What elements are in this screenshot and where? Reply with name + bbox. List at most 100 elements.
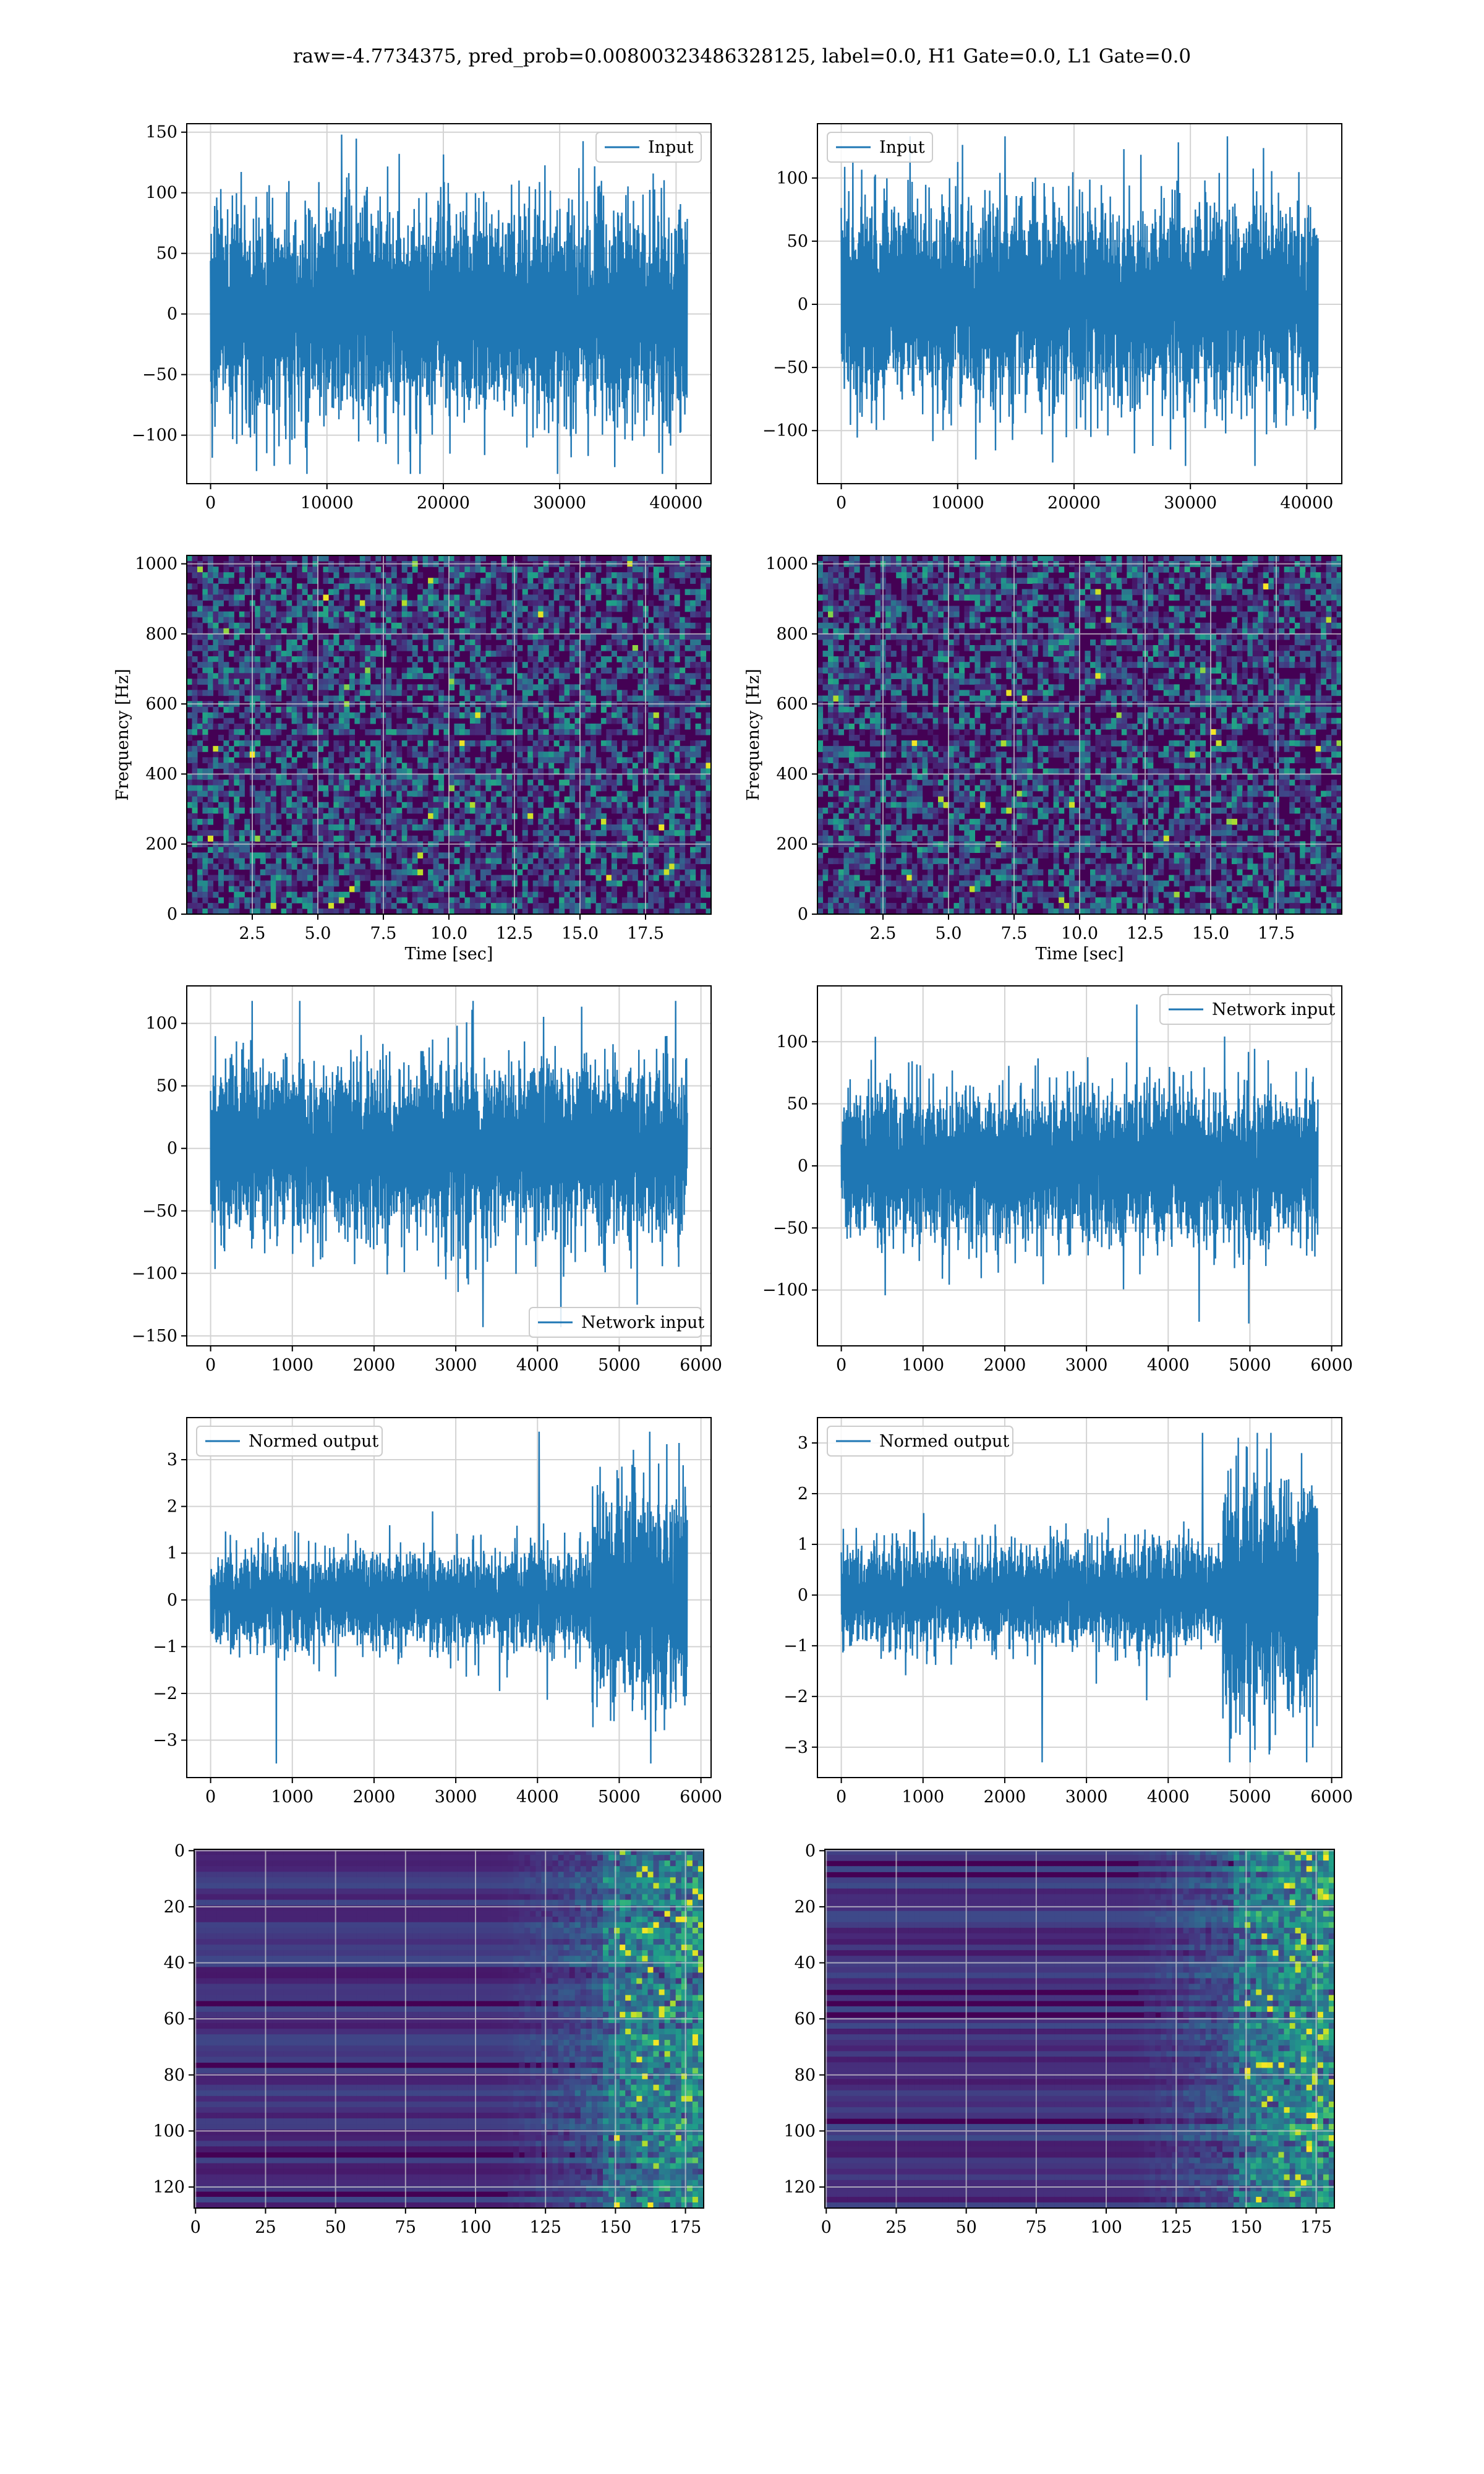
subplot-grid: 0 10000 20000 30000 40000−100−50050100150Inp… bbox=[113, 123, 1353, 2237]
y-tick-label: −2 bbox=[153, 1684, 177, 1703]
x-tick-label: 150 bbox=[600, 2218, 632, 2237]
x-tick-label: 175 bbox=[670, 2218, 702, 2237]
y-tick-label: −3 bbox=[153, 1731, 177, 1750]
legend-network-input-l1: Network input bbox=[1159, 994, 1335, 1025]
y-tick-label: 40 bbox=[164, 1954, 185, 1973]
x-tick-label: 4000 bbox=[1147, 1787, 1190, 1807]
y-tick-label: 0 bbox=[167, 1139, 177, 1158]
x-tick-label: 3000 bbox=[435, 1356, 477, 1375]
y-tick-label: 40 bbox=[795, 1954, 816, 1973]
y-tick-label: 100 bbox=[783, 2121, 816, 2141]
y-tick-label: 50 bbox=[787, 232, 808, 251]
x-tick-label: 25 bbox=[885, 2218, 906, 2237]
y-tick-label: 0 bbox=[167, 905, 177, 924]
y-tick-label: 120 bbox=[153, 2178, 185, 2197]
x-tick-label: 5.0 bbox=[936, 924, 962, 943]
legend-box bbox=[1159, 994, 1333, 1025]
legend-box bbox=[196, 1426, 383, 1457]
x-tick-label: 3000 bbox=[435, 1787, 477, 1807]
y-tick-label: 100 bbox=[153, 2121, 185, 2141]
figure-title: raw=-4.7734375, pred_prob=0.008003234863… bbox=[293, 45, 1191, 67]
y-tick-label: 0 bbox=[167, 305, 177, 324]
x-tick-label: 6000 bbox=[680, 1787, 722, 1807]
plot-area-network-input-l1 bbox=[840, 1004, 1319, 1324]
y-tick-label: 60 bbox=[164, 2010, 185, 2029]
x-tick-label: 17.5 bbox=[627, 924, 664, 943]
y-tick-label: 2 bbox=[167, 1497, 177, 1517]
y-tick-label: 0 bbox=[167, 1591, 177, 1610]
y-tick-label: 600 bbox=[776, 695, 808, 714]
x-tick-label: 40000 bbox=[649, 494, 702, 513]
y-tick-label: 600 bbox=[145, 695, 177, 714]
axes-frame-input-l1 bbox=[817, 123, 1342, 484]
x-tick-label: 0 bbox=[190, 2218, 201, 2237]
legend-box bbox=[595, 132, 702, 163]
legend-input-l1: Input bbox=[827, 132, 933, 163]
grid-feature-map-h1 bbox=[194, 1849, 704, 2208]
x-tick-label: 125 bbox=[529, 2218, 561, 2237]
y-tick-label: −1 bbox=[783, 1637, 808, 1656]
y-tick-label: 0 bbox=[805, 1841, 816, 1860]
subplot-normed-output-l1: 0 1000 2000 3000 4000 5000 6000 −3 −2 −1 0 1 2 3 Norme… bbox=[783, 1417, 1353, 1807]
axes-frame-normed-output-h1 bbox=[186, 1417, 712, 1778]
y-tick-label: −50 bbox=[142, 366, 177, 385]
x-tick-label: 30000 bbox=[533, 494, 586, 513]
series-line-input-l1 bbox=[840, 136, 1319, 466]
grid-feature-map-l1 bbox=[825, 1849, 1334, 2208]
subplot-input-l1: 0 10000 20000 30000 40000 −100 −50 0 50 100 Input bbox=[762, 123, 1342, 513]
y-axis-label: Frequency [Hz] bbox=[744, 669, 763, 800]
x-tick-label: 1000 bbox=[271, 1787, 313, 1807]
x-tick-label: 3000 bbox=[1065, 1787, 1108, 1807]
subplot-network-input-l1: 0 1000 2000 3000 4000 5000 6000 −100 −50 0 50 100 Ne… bbox=[762, 985, 1353, 1375]
y-tick-label: 120 bbox=[783, 2178, 816, 2197]
x-tick-label: 5000 bbox=[598, 1787, 641, 1807]
legend-label: Input bbox=[648, 138, 694, 157]
y-tick-label: 0 bbox=[798, 1586, 808, 1605]
x-tick-label: 0 bbox=[205, 1787, 216, 1807]
legend-input-h1: Input bbox=[595, 132, 702, 163]
subplot-spectrogram-l1: 2.5 5.0 7.5 10.0 12.5 15.0 17.5 0 200 400 600 800 10… bbox=[744, 555, 1342, 964]
x-tick-label: 5.0 bbox=[305, 924, 331, 943]
x-tick-label: 6000 bbox=[680, 1356, 722, 1375]
x-tick-label: 175 bbox=[1300, 2218, 1333, 2237]
x-tick-label: 75 bbox=[395, 2218, 416, 2237]
y-tick-label: −2 bbox=[783, 1687, 808, 1706]
y-tick-label: 20 bbox=[795, 1898, 816, 1917]
y-tick-label: −100 bbox=[762, 421, 808, 440]
legend-box bbox=[827, 1426, 1013, 1457]
y-tick-label: 800 bbox=[145, 625, 177, 644]
axes-frame-feature-map-l1 bbox=[824, 1849, 1335, 2209]
x-tick-label: 2000 bbox=[984, 1787, 1026, 1807]
plot-area-network-input-h1 bbox=[210, 1001, 688, 1327]
plot-area-input-h1 bbox=[210, 134, 688, 474]
y-tick-label: 1 bbox=[798, 1535, 808, 1554]
plot-area-feature-map-l1 bbox=[825, 1849, 1334, 2208]
y-tick-label: 2 bbox=[798, 1484, 808, 1504]
y-tick-label: 100 bbox=[145, 1014, 177, 1034]
x-tick-label: 2.5 bbox=[870, 924, 897, 943]
x-tick-label: 0 bbox=[836, 1356, 846, 1375]
y-tick-label: 0 bbox=[798, 905, 808, 924]
y-tick-label: 800 bbox=[776, 625, 808, 644]
series-line-network-input-h1 bbox=[210, 1001, 688, 1327]
y-tick-label: 0 bbox=[174, 1841, 185, 1860]
y-tick-label: −50 bbox=[773, 358, 808, 377]
y-tick-label: 60 bbox=[795, 2010, 816, 2029]
y-tick-label: −150 bbox=[132, 1327, 177, 1346]
x-tick-label: 100 bbox=[1090, 2218, 1122, 2237]
subplot-normed-output-h1: 0 1000 2000 3000 4000 5000 6000 −3 −2 −1 0 1 2 3 Norme… bbox=[153, 1417, 722, 1807]
y-tick-label: 0 bbox=[798, 1157, 808, 1176]
x-tick-label: 5000 bbox=[1229, 1787, 1271, 1807]
x-axis-label: Time [sec] bbox=[405, 944, 493, 964]
y-tick-label: −50 bbox=[773, 1218, 808, 1238]
y-tick-label: −100 bbox=[132, 1264, 177, 1283]
y-tick-label: 400 bbox=[776, 764, 808, 784]
x-tick-label: 40000 bbox=[1280, 494, 1333, 513]
x-tick-label: 125 bbox=[1160, 2218, 1192, 2237]
series-line-normed-output-l1 bbox=[840, 1432, 1319, 1763]
x-tick-label: 25 bbox=[255, 2218, 276, 2237]
plot-area-input-l1 bbox=[840, 136, 1319, 466]
y-tick-label: −50 bbox=[142, 1202, 177, 1221]
x-tick-label: 0 bbox=[836, 494, 846, 513]
